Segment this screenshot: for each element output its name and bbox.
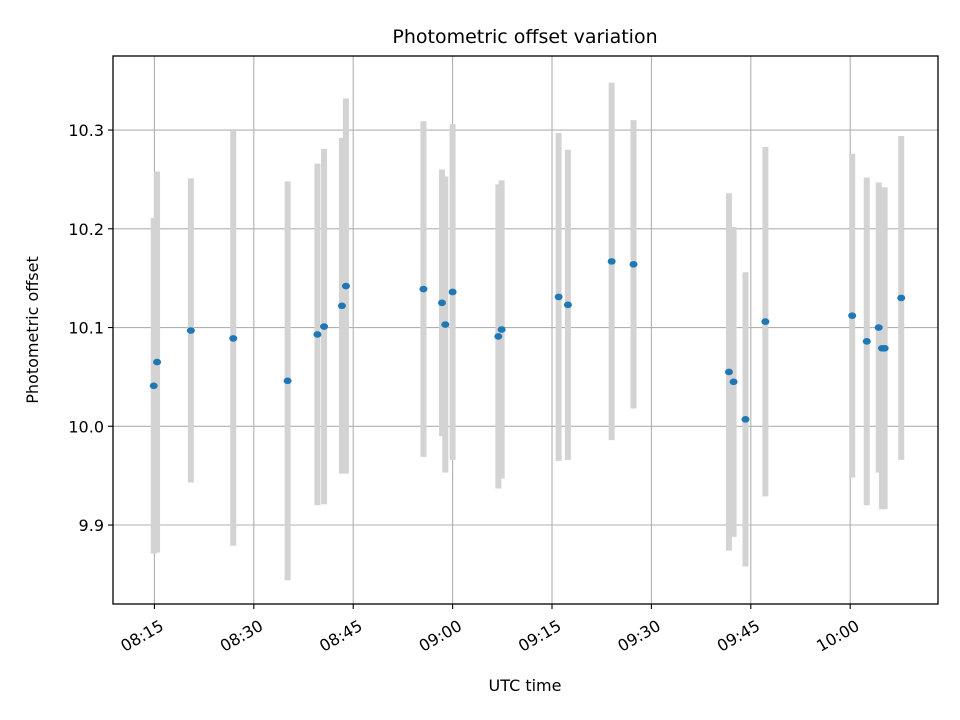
x-axis-ticks: 08:15 08:30 08:45 09:00 09:15 09:30 09:45 10:00 [117, 604, 863, 656]
data-point [862, 338, 871, 345]
x-axis-label: UTC time [489, 676, 562, 695]
data-point [629, 261, 638, 268]
data-markers [149, 258, 906, 423]
data-point [497, 326, 506, 333]
data-point [419, 285, 428, 293]
data-point [607, 258, 616, 265]
x-tick-label: 08:15 [117, 616, 166, 656]
data-point [320, 323, 329, 330]
plot-frame [112, 55, 939, 605]
data-point [441, 321, 450, 328]
x-tick-label: 09:00 [416, 616, 465, 656]
chart-title: Photometric offset variation [392, 26, 657, 48]
y-tick-label: 10.2 [68, 220, 104, 239]
y-tick-label: 9.9 [79, 516, 104, 535]
data-point [313, 331, 322, 338]
data-point [186, 327, 195, 334]
y-tick-label: 10.1 [68, 319, 104, 338]
data-point [563, 301, 572, 309]
y-axis-ticks: 9.9 10.0 10.1 10.2 10.3 [68, 121, 113, 535]
data-point [149, 382, 158, 390]
data-point [848, 312, 857, 319]
data-point [153, 358, 162, 366]
x-tick-label: 08:45 [316, 616, 365, 656]
data-point [229, 335, 238, 342]
grid [113, 56, 938, 604]
data-point [448, 288, 457, 296]
data-point [494, 333, 503, 340]
x-tick-label: 10:00 [813, 616, 862, 656]
data-point [880, 344, 889, 352]
error-bars [150, 82, 905, 581]
x-tick-label: 09:15 [515, 616, 564, 656]
data-point [741, 416, 750, 423]
data-point [897, 294, 906, 302]
y-axis-label: Photometric offset [23, 256, 42, 404]
x-tick-label: 09:45 [714, 616, 763, 656]
x-tick-label: 09:30 [614, 616, 663, 656]
data-point [554, 293, 563, 301]
data-point [874, 324, 883, 331]
data-point [337, 302, 346, 310]
data-point [438, 299, 447, 307]
x-tick-label: 08:30 [217, 616, 266, 656]
data-point [761, 318, 770, 325]
data-point [283, 377, 292, 385]
data-point [341, 282, 350, 290]
y-tick-label: 10.0 [68, 417, 104, 436]
y-tick-label: 10.3 [68, 121, 104, 140]
data-point [724, 368, 733, 376]
data-point [729, 378, 738, 386]
